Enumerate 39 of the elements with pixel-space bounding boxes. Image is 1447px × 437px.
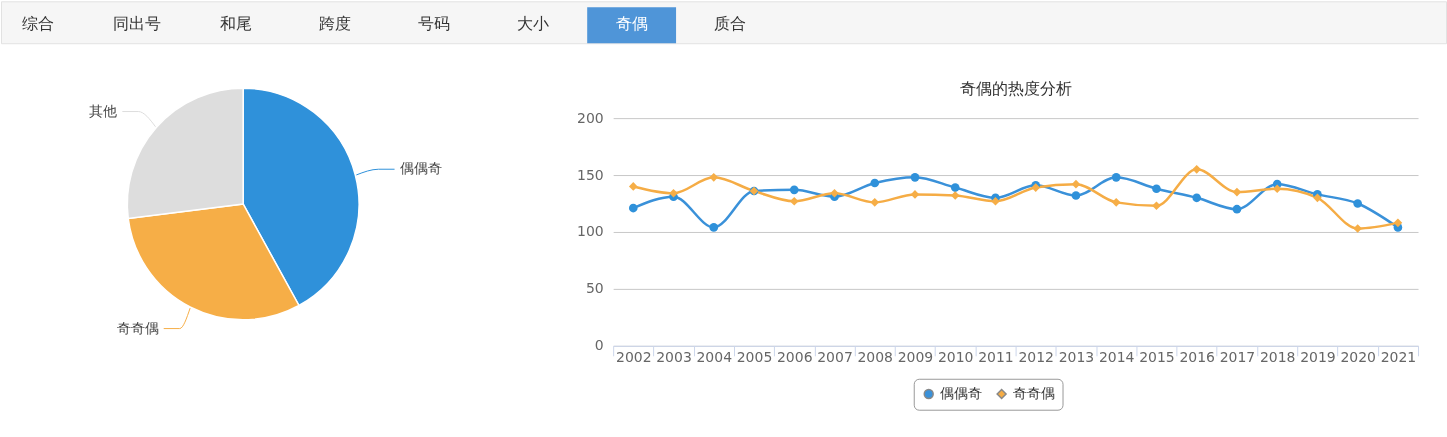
x-tick-label: 2015 (1139, 349, 1175, 366)
category-label: 综合 (22, 14, 55, 34)
category-label: 质合 (714, 14, 747, 34)
y-tick-label: 200 (576, 109, 604, 126)
x-tick-label: 2004 (696, 349, 733, 366)
x-tick-label: 2011 (978, 349, 1014, 366)
legend-label: 奇奇偶 (1012, 385, 1055, 401)
category-label: 奇偶 (615, 14, 648, 34)
x-tick-label: 2003 (656, 349, 692, 366)
x-tick-label: 2008 (857, 349, 894, 366)
category-label: 和尾 (220, 14, 253, 34)
x-tick-label: 2018 (1259, 349, 1296, 366)
chart-title: 奇偶的热度分析 (959, 79, 1072, 99)
y-tick-label: 150 (576, 166, 604, 183)
x-tick-label: 2009 (897, 349, 934, 366)
x-tick-label: 2005 (736, 349, 773, 366)
x-tick-label: 2002 (615, 349, 652, 366)
category-label: 同出号 (113, 14, 162, 34)
category-label: 大小 (516, 14, 549, 34)
legend-label: 偶偶奇 (939, 385, 982, 401)
x-tick-label: 2010 (937, 349, 974, 366)
x-tick-label: 2017 (1219, 349, 1256, 366)
slice-label: 偶偶奇 (399, 160, 442, 177)
x-tick-label: 2006 (776, 349, 813, 366)
x-tick-label: 2012 (1018, 349, 1054, 366)
y-tick-label: 50 (585, 280, 604, 297)
slice-label: 其他 (89, 102, 118, 119)
y-tick-label: 100 (576, 223, 604, 240)
y-tick-label: 0 (594, 337, 604, 354)
x-tick-label: 2013 (1058, 349, 1095, 366)
x-tick-label: 2020 (1340, 349, 1376, 366)
slice-label: 奇奇偶 (116, 319, 159, 336)
x-tick-label: 2019 (1300, 349, 1336, 366)
x-tick-label: 2014 (1098, 349, 1135, 366)
category-label: 号码 (417, 14, 450, 34)
x-tick-label: 2007 (817, 349, 853, 366)
x-tick-label: 2021 (1380, 349, 1417, 366)
x-tick-label: 2016 (1179, 349, 1215, 366)
category-label: 跨度 (319, 14, 352, 34)
